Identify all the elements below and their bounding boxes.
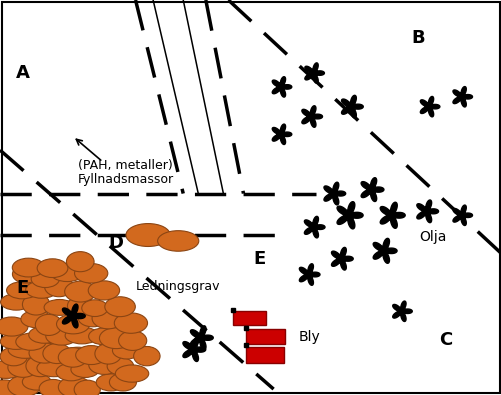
Text: Fyllnadsmassor: Fyllnadsmassor: [78, 173, 173, 186]
Ellipse shape: [112, 342, 141, 359]
Ellipse shape: [29, 326, 60, 343]
Polygon shape: [272, 124, 291, 145]
Text: (PAH, metaller): (PAH, metaller): [78, 160, 172, 172]
Text: E: E: [253, 250, 265, 268]
Text: E: E: [16, 279, 28, 297]
Ellipse shape: [29, 343, 61, 363]
Polygon shape: [360, 178, 383, 201]
Ellipse shape: [16, 333, 46, 350]
Ellipse shape: [92, 308, 124, 329]
Polygon shape: [301, 106, 322, 127]
Ellipse shape: [78, 309, 107, 327]
Ellipse shape: [118, 331, 146, 350]
Ellipse shape: [23, 294, 50, 315]
Polygon shape: [331, 247, 353, 270]
Text: Ledningsgrav: Ledningsgrav: [135, 280, 219, 293]
Ellipse shape: [82, 300, 108, 316]
Ellipse shape: [37, 359, 71, 377]
Ellipse shape: [109, 373, 136, 391]
Ellipse shape: [65, 281, 96, 302]
Ellipse shape: [32, 327, 68, 348]
Polygon shape: [190, 326, 213, 350]
Ellipse shape: [50, 263, 84, 282]
Ellipse shape: [67, 296, 94, 316]
Ellipse shape: [0, 361, 23, 378]
Ellipse shape: [133, 346, 160, 366]
Ellipse shape: [157, 231, 198, 251]
Ellipse shape: [74, 380, 100, 395]
Ellipse shape: [8, 341, 42, 358]
Polygon shape: [336, 202, 362, 229]
Text: B: B: [411, 28, 424, 47]
Ellipse shape: [35, 314, 62, 335]
Polygon shape: [392, 301, 411, 322]
Bar: [245, 329, 285, 344]
Ellipse shape: [115, 365, 148, 382]
Ellipse shape: [58, 348, 87, 367]
Text: Olja: Olja: [418, 230, 446, 244]
Ellipse shape: [46, 327, 77, 345]
Ellipse shape: [28, 342, 68, 365]
Polygon shape: [182, 338, 205, 361]
Ellipse shape: [105, 297, 135, 317]
Ellipse shape: [44, 299, 75, 315]
Ellipse shape: [31, 270, 59, 288]
Polygon shape: [452, 205, 471, 226]
Ellipse shape: [59, 347, 97, 368]
Polygon shape: [62, 304, 85, 328]
Ellipse shape: [0, 317, 28, 336]
Polygon shape: [379, 202, 404, 228]
Ellipse shape: [7, 282, 38, 299]
Ellipse shape: [126, 224, 170, 246]
Ellipse shape: [71, 361, 99, 378]
Ellipse shape: [56, 363, 86, 381]
Ellipse shape: [1, 333, 32, 350]
Ellipse shape: [74, 263, 108, 283]
Ellipse shape: [89, 328, 117, 344]
Ellipse shape: [1, 294, 32, 310]
Ellipse shape: [26, 355, 55, 377]
Ellipse shape: [57, 314, 90, 334]
Ellipse shape: [8, 376, 40, 395]
Ellipse shape: [26, 281, 58, 298]
Polygon shape: [323, 182, 345, 205]
Ellipse shape: [66, 252, 94, 272]
Polygon shape: [452, 87, 471, 107]
Ellipse shape: [23, 374, 51, 390]
Ellipse shape: [65, 327, 99, 344]
Text: Bly: Bly: [298, 329, 320, 344]
Bar: [233, 311, 266, 325]
Ellipse shape: [58, 377, 91, 395]
Polygon shape: [419, 96, 439, 117]
Ellipse shape: [37, 259, 68, 278]
Text: D: D: [108, 234, 123, 252]
Ellipse shape: [95, 343, 121, 364]
Ellipse shape: [89, 356, 120, 374]
Ellipse shape: [45, 276, 73, 297]
Ellipse shape: [96, 374, 125, 391]
Ellipse shape: [99, 327, 133, 349]
Ellipse shape: [76, 346, 107, 365]
Ellipse shape: [8, 357, 38, 377]
Polygon shape: [341, 95, 363, 118]
Polygon shape: [304, 216, 324, 238]
Ellipse shape: [107, 357, 133, 375]
Ellipse shape: [0, 380, 21, 395]
Ellipse shape: [13, 265, 39, 283]
Polygon shape: [372, 238, 396, 263]
Text: C: C: [438, 331, 451, 349]
Polygon shape: [272, 77, 291, 97]
Text: A: A: [16, 64, 30, 82]
Bar: [245, 347, 283, 363]
Ellipse shape: [13, 258, 45, 277]
Polygon shape: [304, 63, 324, 83]
Ellipse shape: [43, 343, 71, 363]
Ellipse shape: [114, 313, 147, 333]
Polygon shape: [416, 200, 438, 223]
Ellipse shape: [88, 281, 119, 300]
Ellipse shape: [39, 380, 67, 395]
Polygon shape: [299, 264, 319, 285]
Ellipse shape: [21, 310, 51, 328]
Ellipse shape: [0, 347, 28, 366]
